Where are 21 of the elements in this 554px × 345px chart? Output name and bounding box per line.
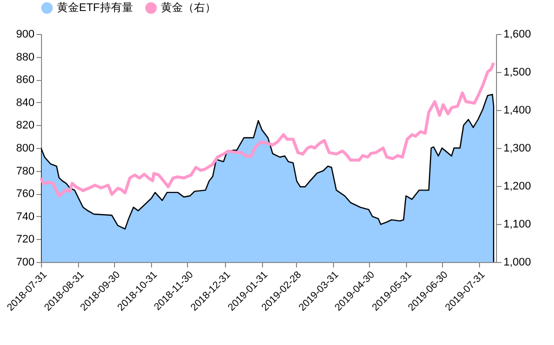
legend-label: 黄金（右） xyxy=(161,1,216,14)
y-tick-label: 900 xyxy=(16,28,34,40)
y-tick-label: 720 xyxy=(16,234,34,246)
y-tick-label: 880 xyxy=(16,51,34,64)
legend-label: 黄金ETF持有量 xyxy=(57,1,133,14)
line-series xyxy=(40,61,496,198)
y2-tick-label: 1,200 xyxy=(504,180,532,192)
y2-tick-label: 1,300 xyxy=(504,142,532,154)
y-tick-label: 740 xyxy=(16,210,34,223)
y-tick-label: 760 xyxy=(16,188,34,200)
y-tick-label: 700 xyxy=(16,256,34,268)
y2-tick-label: 1,600 xyxy=(504,28,532,40)
y-tick-label: 780 xyxy=(16,165,34,178)
y-tick-label: 800 xyxy=(16,142,34,154)
y-tick-label: 840 xyxy=(16,96,34,109)
y-tick-label: 860 xyxy=(16,74,34,86)
y-tick-label: 820 xyxy=(16,120,34,132)
y2-tick-label: 1,400 xyxy=(504,104,532,116)
y2-tick-label: 1,000 xyxy=(504,256,532,268)
y2-tick-label: 1,500 xyxy=(504,66,532,78)
y2-tick-label: 1,100 xyxy=(504,218,532,230)
